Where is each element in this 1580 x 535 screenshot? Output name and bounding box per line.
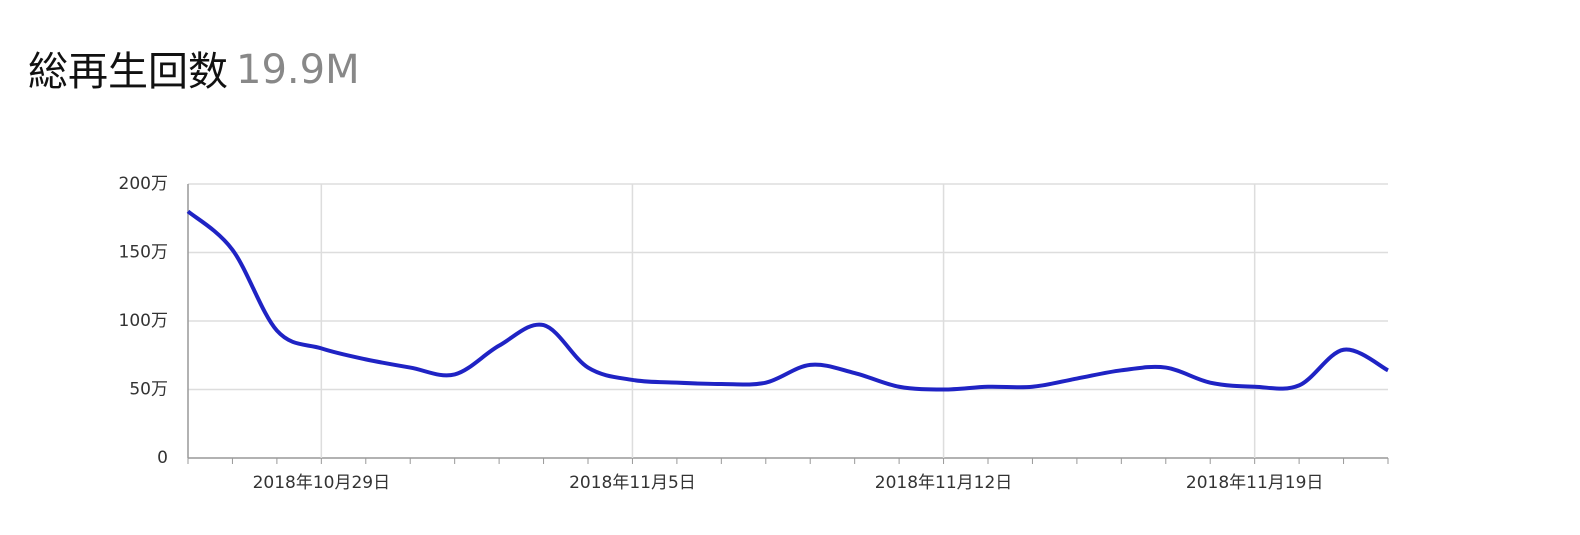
x-tick-label: 2018年11月19日 bbox=[1186, 473, 1324, 493]
data-line bbox=[186, 209, 1389, 392]
chart-subtitle: 19.9M bbox=[236, 47, 360, 93]
y-tick-label: 150万 bbox=[119, 243, 168, 263]
chart-title: 総再生回数 bbox=[28, 49, 228, 95]
x-tick-label: 2018年11月12日 bbox=[875, 473, 1013, 493]
y-tick-label: 200万 bbox=[119, 174, 168, 194]
y-tick-label: 50万 bbox=[129, 380, 168, 400]
x-tick-label: 2018年10月29日 bbox=[253, 473, 391, 493]
x-tick-label: 2018年11月5日 bbox=[569, 473, 696, 493]
y-tick-label: 100万 bbox=[119, 311, 168, 331]
y-tick-label: 0 bbox=[157, 448, 168, 468]
